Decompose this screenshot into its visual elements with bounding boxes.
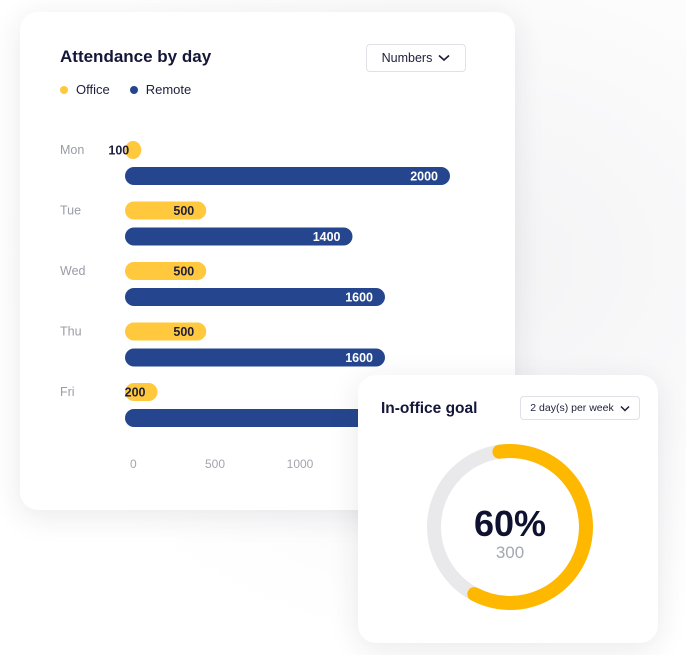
legend-item-office: Office xyxy=(60,82,110,97)
goal-percent: 60% xyxy=(473,503,547,544)
legend-dot-office xyxy=(60,85,68,94)
bar-label-remote-tue: 1400 xyxy=(313,230,341,244)
goal-count: 300 xyxy=(495,543,525,562)
legend-dot-remote xyxy=(129,85,138,94)
in-office-goal-card: In-office goal 2 day(s) per week 60% 300 xyxy=(358,375,658,643)
bar-remote-wed xyxy=(125,288,385,306)
bar-remote-tue xyxy=(125,227,353,246)
x-tick-0: 0 xyxy=(130,457,137,471)
bar-label-remote-thu: 1600 xyxy=(345,351,373,365)
bar-label-remote-mon: 2000 xyxy=(410,170,438,184)
x-tick-500: 500 xyxy=(205,457,225,471)
bar-label-office-mon: 100 xyxy=(108,144,129,158)
bar-label-office-wed: 500 xyxy=(173,265,194,279)
day-label-fri: Fri xyxy=(60,385,75,399)
bar-remote-thu xyxy=(125,348,385,367)
bar-office-mon xyxy=(125,141,142,159)
chevron-down-icon xyxy=(438,54,450,62)
day-label-thu: Thu xyxy=(60,325,82,339)
attendance-card: Mon 100 2000 Tue 500 1400 Wed 500 1600 Thu 500 1600… xyxy=(20,12,515,510)
legend: Office Remote xyxy=(60,82,191,97)
goal-donut-chart xyxy=(427,444,593,610)
numbers-dropdown[interactable]: Numbers xyxy=(366,44,466,72)
legend-label-office: Office xyxy=(76,82,110,97)
bar-office-wed xyxy=(125,262,207,280)
numbers-dropdown-label: Numbers xyxy=(381,51,433,65)
chevron-down-icon xyxy=(620,405,630,412)
bar-office-fri xyxy=(125,383,158,401)
legend-label-remote: Remote xyxy=(145,82,192,97)
attendance-title: Attendance by day xyxy=(60,47,212,66)
goal-frequency-dropdown[interactable]: 2 day(s) per week xyxy=(520,396,640,420)
donut-progress-arc xyxy=(467,444,593,610)
legend-item-remote: Remote xyxy=(129,82,192,97)
day-label-tue: Tue xyxy=(60,204,81,218)
goal-title: In-office goal xyxy=(381,400,478,417)
day-label-wed: Wed xyxy=(60,264,86,278)
x-tick-1000: 1000 xyxy=(287,457,314,471)
day-label-mon: Mon xyxy=(60,143,84,157)
bar-label-remote-wed: 1600 xyxy=(345,291,373,305)
bar-remote-mon xyxy=(125,167,450,185)
goal-dropdown-label: 2 day(s) per week xyxy=(530,402,614,414)
bar-label-office-thu: 500 xyxy=(173,325,194,339)
bar-label-office-tue: 500 xyxy=(173,204,194,218)
bar-label-office-fri: 200 xyxy=(125,386,146,400)
bar-office-tue xyxy=(125,201,207,220)
bar-office-thu xyxy=(125,322,207,341)
